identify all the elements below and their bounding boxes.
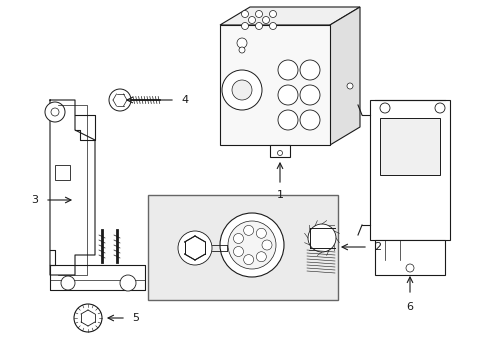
Circle shape [299,110,319,130]
Circle shape [233,234,243,243]
Circle shape [256,252,266,262]
Circle shape [269,22,276,30]
Circle shape [278,85,297,105]
Polygon shape [55,165,70,180]
Circle shape [346,83,352,89]
Circle shape [379,103,389,113]
Circle shape [222,70,262,110]
Polygon shape [220,25,329,145]
Circle shape [243,255,253,265]
Polygon shape [369,100,449,240]
Circle shape [51,108,59,116]
Polygon shape [269,145,289,157]
Polygon shape [374,240,444,275]
Polygon shape [329,7,359,145]
Circle shape [278,110,297,130]
Circle shape [277,150,282,156]
Circle shape [241,22,248,30]
Circle shape [74,304,102,332]
Circle shape [299,85,319,105]
Circle shape [237,38,246,48]
Circle shape [299,60,319,80]
Circle shape [248,17,255,23]
Circle shape [278,60,297,80]
Circle shape [239,47,244,53]
Circle shape [241,10,248,18]
Circle shape [45,102,65,122]
Circle shape [255,22,262,30]
Circle shape [227,221,275,269]
Circle shape [220,213,284,277]
Circle shape [256,228,266,238]
Circle shape [255,10,262,18]
Circle shape [434,103,444,113]
Circle shape [243,225,253,235]
Circle shape [231,80,251,100]
Circle shape [120,275,136,291]
Polygon shape [379,118,439,175]
Circle shape [233,247,243,257]
Text: 3: 3 [31,195,39,205]
Text: 5: 5 [132,313,139,323]
Circle shape [61,276,75,290]
Text: 1: 1 [276,190,283,200]
Circle shape [109,89,131,111]
Polygon shape [148,195,337,300]
Text: 2: 2 [374,242,381,252]
Polygon shape [220,7,359,25]
Circle shape [269,10,276,18]
Text: 4: 4 [181,95,188,105]
Circle shape [262,17,269,23]
Circle shape [178,231,212,265]
Circle shape [307,224,335,252]
Circle shape [262,240,271,250]
Text: 6: 6 [406,302,413,312]
Circle shape [405,264,413,272]
